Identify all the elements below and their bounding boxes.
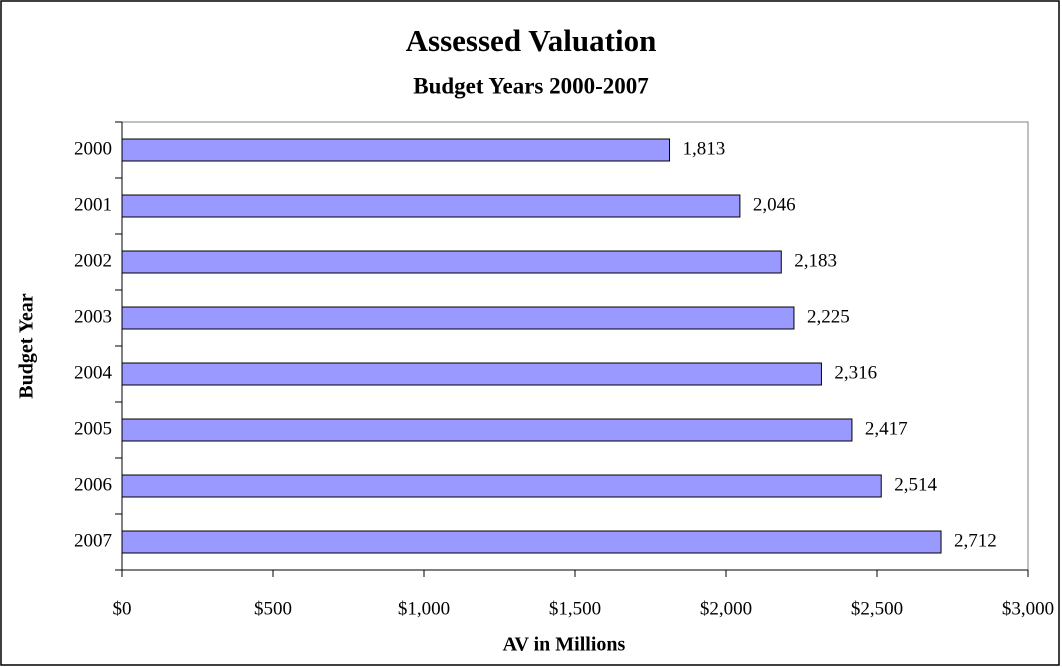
bar [121,250,782,274]
x-tick-label: $0 [113,598,132,619]
x-axis-label: AV in Millions [503,634,626,656]
value-label: 1,813 [683,138,726,159]
x-tick-label: $1,500 [549,598,601,619]
bar [121,418,853,442]
value-label: 2,225 [807,306,850,327]
y-axis-label: Budget Year [16,293,38,398]
value-label: 2,712 [954,530,997,551]
y-tick-label: 2002 [74,250,112,271]
value-label: 2,417 [865,418,908,439]
bar [121,530,942,554]
y-tick-label: 2003 [74,306,112,327]
y-tick-label: 2006 [74,474,112,495]
value-label: 2,514 [894,474,937,495]
bar [121,138,671,162]
y-tick-label: 2007 [74,530,112,551]
x-tick-label: $1,000 [398,598,450,619]
x-tick-label: $2,500 [851,598,903,619]
bar [121,194,741,218]
y-tick-label: 2005 [74,418,112,439]
y-tick-label: 2000 [74,138,112,159]
x-tick-label: $500 [254,598,292,619]
bar [121,362,822,386]
chart-subtitle: Budget Years 2000-2007 [413,73,649,98]
x-tick-label: $3,000 [1002,598,1054,619]
y-tick-label: 2001 [74,194,112,215]
value-label: 2,183 [794,250,837,271]
value-label: 2,316 [834,362,877,383]
chart-title: Assessed Valuation [406,23,657,58]
x-tick-label: $2,000 [700,598,752,619]
value-label: 2,046 [753,194,796,215]
y-tick-label: 2004 [74,362,113,383]
bar [121,474,882,498]
bar [121,306,795,330]
